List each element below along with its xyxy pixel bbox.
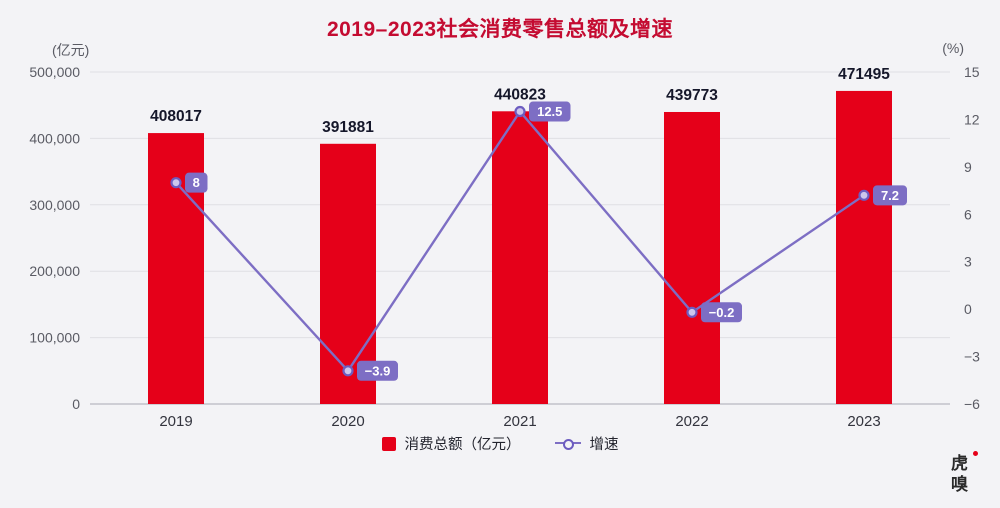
line-value-label: 12.5 [537,104,562,119]
bar-2020 [320,143,376,404]
line-swatch-marker-icon [562,438,574,450]
line-value-label: 8 [193,175,200,190]
chart-title: 2019–2023社会消费零售总额及增速 [326,18,674,41]
right-axis-tick: 12 [964,111,980,127]
logo-red-dot-icon [973,451,978,456]
bar-value-label: 440823 [494,86,546,103]
line-marker-2023 [858,189,870,201]
right-axis-tick: 0 [964,301,972,317]
x-axis-label: 2022 [675,413,708,430]
right-axis-tick: 15 [964,64,980,80]
right-axis-unit: (%) [942,40,964,56]
bar-value-label: 439773 [666,87,718,104]
line-value-badge [873,185,907,206]
left-axis-tick: 400,000 [29,130,80,146]
legend: 消费总额（亿元） 增速 [0,433,1000,454]
line-value-badge [701,302,742,323]
legend-item-line: 增速 [554,433,619,454]
line-value-badge [357,360,398,381]
line-marker-2020 [342,365,354,377]
line-value-badge [185,172,208,193]
bar-value-label: 471495 [838,66,890,83]
x-axis-label: 2021 [503,413,536,430]
line-value-label: −0.2 [709,305,735,320]
x-axis-label: 2019 [159,413,192,430]
left-axis-tick: 200,000 [29,263,80,279]
bar-2022 [664,111,720,405]
bar-value-label: 408017 [150,108,202,125]
legend-item-bars: 消费总额（亿元） [381,433,521,454]
legend-label-line: 增速 [589,437,619,453]
right-axis-tick: −6 [964,396,980,412]
left-axis-tick: 100,000 [29,330,80,346]
line-marker-2021 [514,105,526,118]
right-axis-tick: 6 [964,206,972,222]
bar-swatch-icon [381,436,396,451]
line-value-label: 7.2 [881,188,899,203]
left-axis-unit: (亿元) [52,42,90,58]
right-axis-tick: −3 [964,349,980,365]
logo-text: 虎嗅 [948,454,967,496]
left-axis-tick: 0 [72,396,80,412]
left-axis-tick: 300,000 [29,197,80,213]
left-axis-tick: 500,000 [29,64,80,80]
line-swatch-icon [554,437,581,451]
right-axis-tick: 3 [964,254,972,270]
line-value-label: −3.9 [365,363,391,378]
x-axis-label: 2020 [331,413,364,430]
line-marker-2022 [686,306,698,318]
right-axis-tick: 9 [964,159,972,175]
huxiu-logo: 虎嗅 [945,451,978,496]
line-marker-2019 [170,177,182,189]
x-axis-label: 2023 [847,413,880,430]
bar-value-label: 391881 [322,119,374,136]
legend-label-bars: 消费总额（亿元） [404,437,521,453]
line-value-badge [529,101,571,122]
bar-2021 [492,111,548,405]
bar-2023 [836,90,892,405]
